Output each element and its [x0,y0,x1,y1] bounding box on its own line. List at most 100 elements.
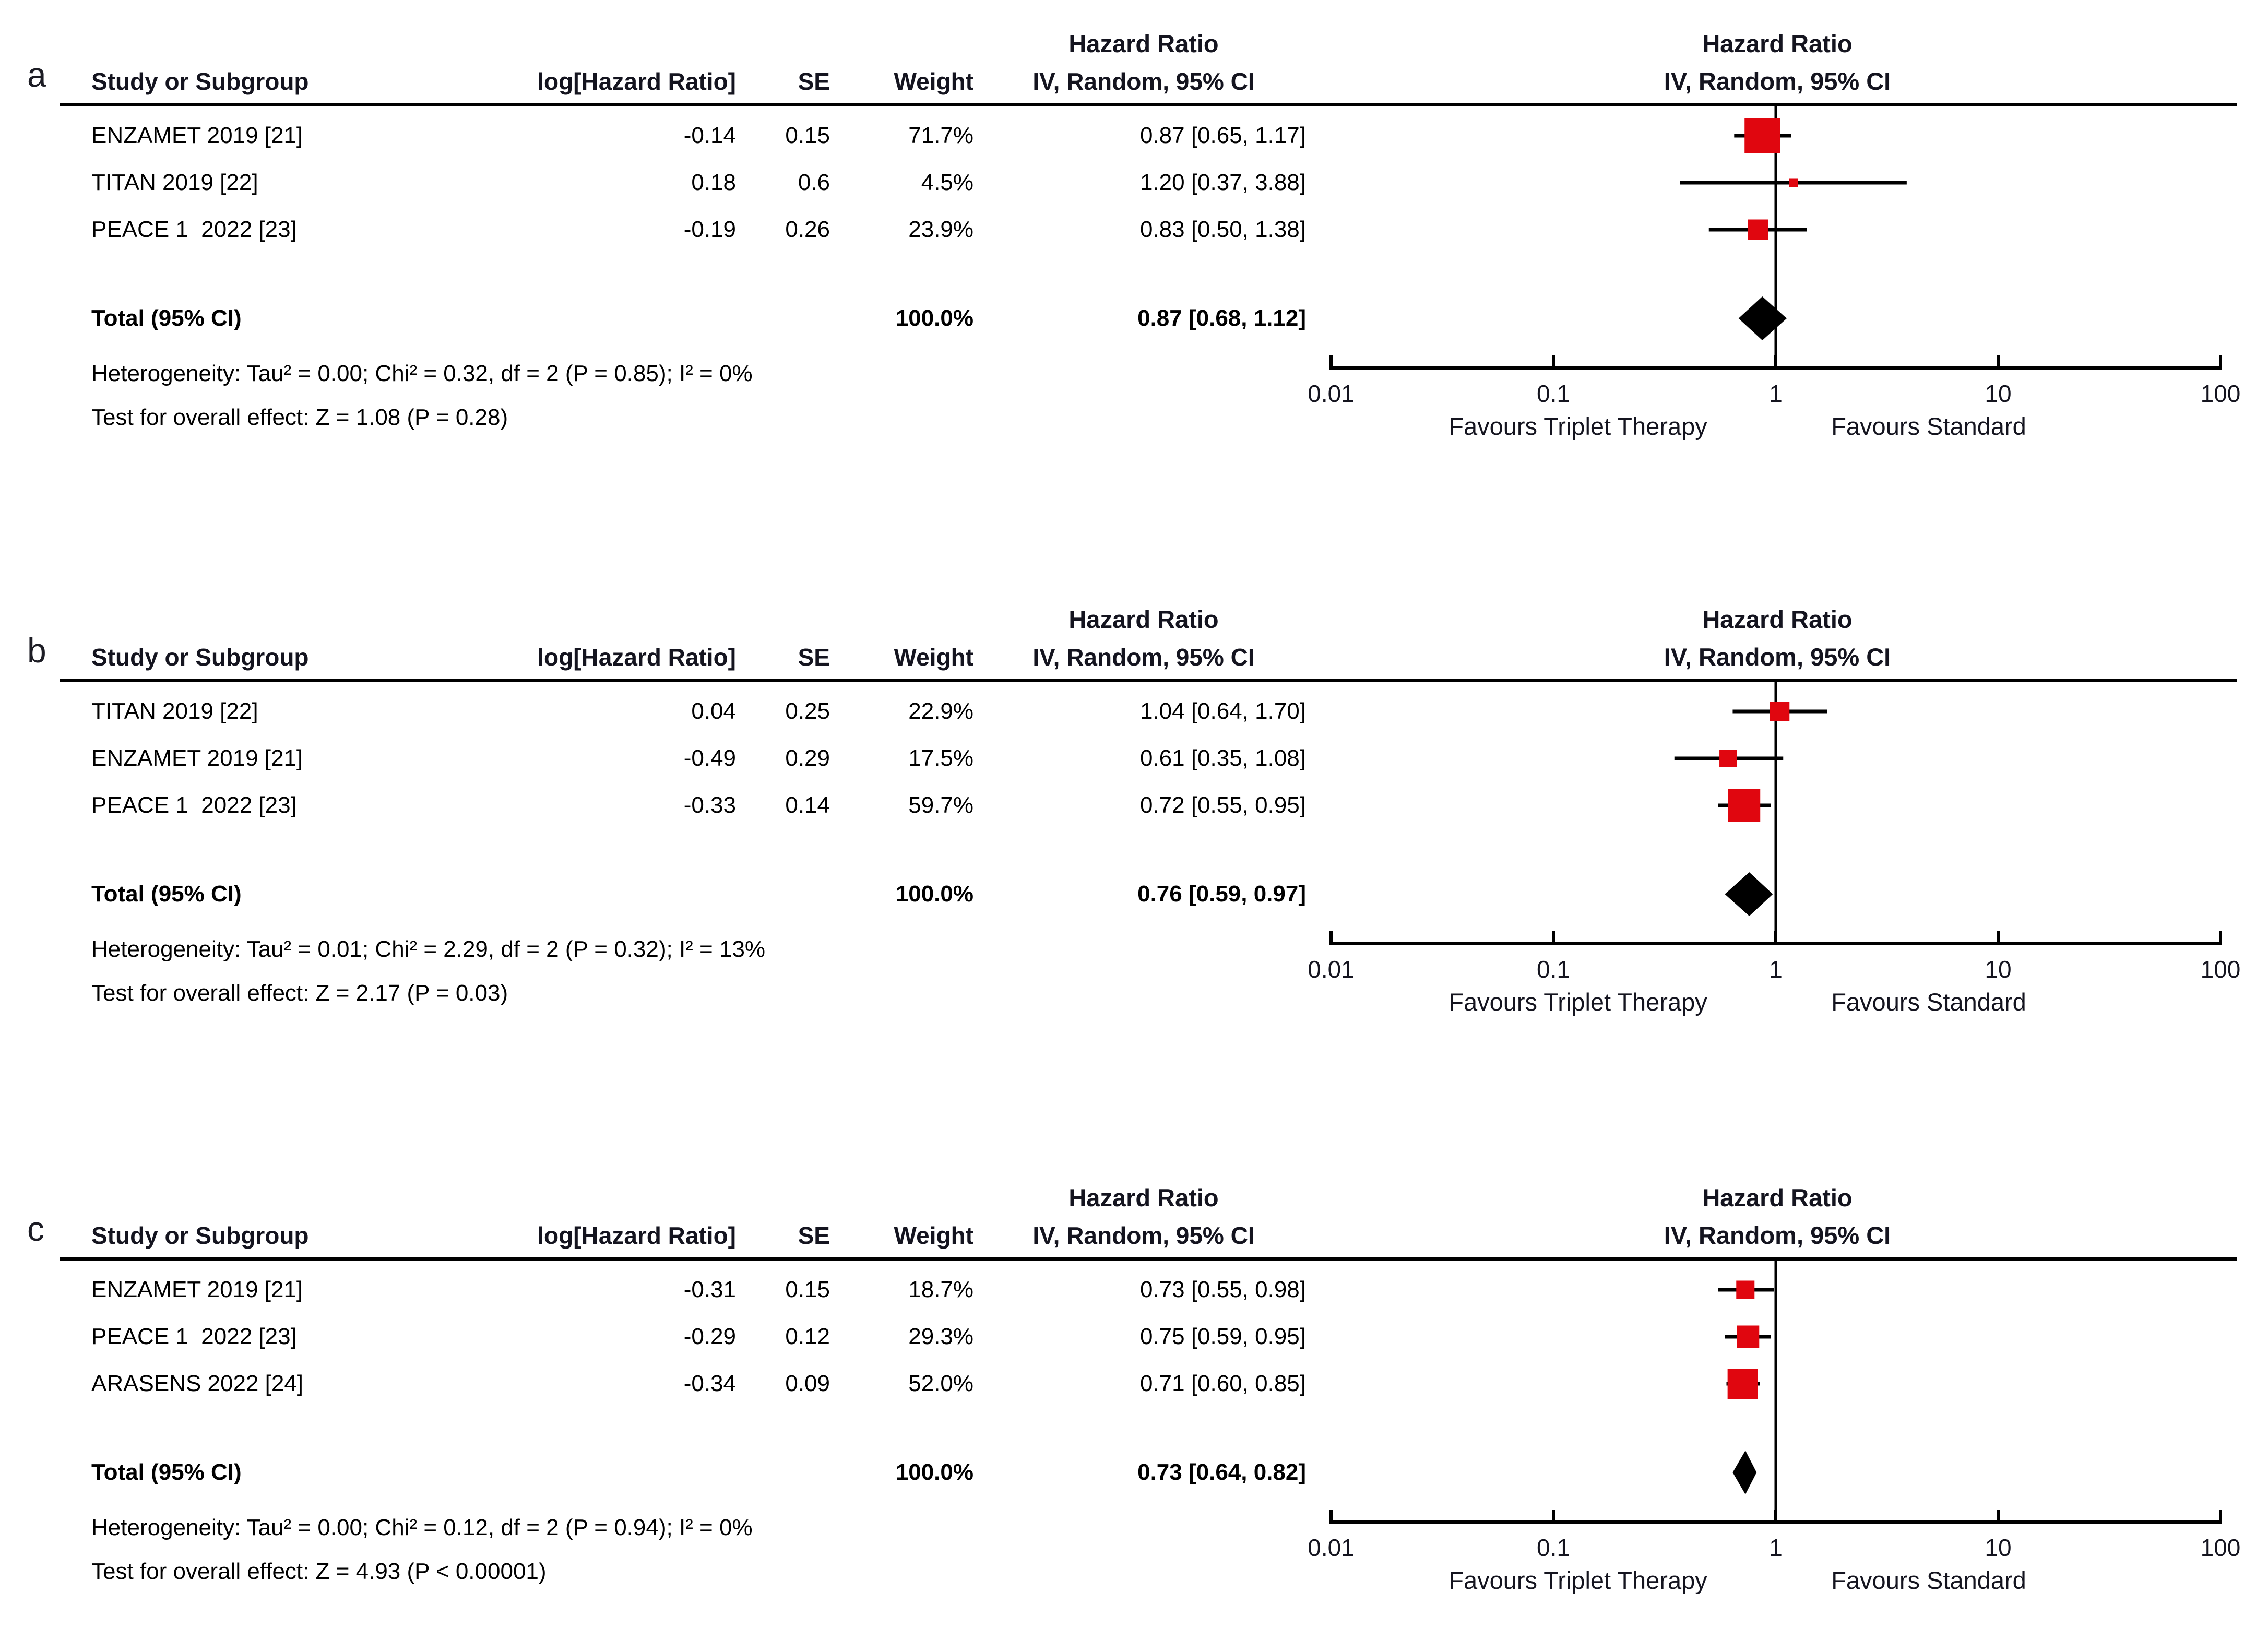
column-header-weight: Weight [894,644,973,671]
axis-tick-label: 1 [1769,380,1783,407]
axis-tick-label: 1 [1769,956,1783,983]
panel-b: b Hazard Ratio Hazard Ratio IV, Random, … [0,589,2268,1048]
study-se: 0.6 [798,170,830,195]
study-loghr: 0.18 [691,170,736,195]
total-ci: 0.73 [0.64, 0.82] [1137,1459,1306,1485]
forest-plot-canvas: 0.01 0.1 1 10 100 Favours Triplet Therapy Favo… [1308,1259,2241,1594]
study-loghr: -0.33 [683,792,736,818]
panel-label: c [27,1209,44,1248]
plot-method-subtitle: IV, Random, 95% CI [1664,1221,1891,1249]
study-name: ARASENS 2022 [24] [91,1371,304,1396]
favours-left-label: Favours Triplet Therapy [1448,1566,1707,1594]
axis-tick-label: 100 [2201,1534,2241,1561]
panel-c: c Hazard Ratio Hazard Ratio IV, Random, … [0,1167,2268,1626]
study-loghr: -0.49 [683,745,736,771]
plot-method-subtitle: IV, Random, 95% CI [1664,643,1891,671]
study-name: PEACE 1 2022 [23] [91,1324,297,1349]
axis-tick-label: 100 [2201,956,2241,983]
heterogeneity-text: Heterogeneity: Tau² = 0.00; Chi² = 0.32,… [91,361,753,386]
axis-tick-label: 0.1 [1537,956,1570,983]
overall-effect-text: Test for overall effect: Z = 1.08 (P = 0… [91,405,508,430]
axis-tick-label: 10 [1985,1534,2011,1561]
study-ci: 1.20 [0.37, 3.88] [1139,170,1306,195]
study-name: ENZAMET 2019 [21] [91,745,303,771]
total-label: Total (95% CI) [91,305,242,331]
study-weight: 18.7% [908,1277,973,1302]
column-header-se: SE [798,644,830,671]
effect-marker [1748,219,1768,240]
study-weight: 17.5% [908,745,973,771]
effect-marker [1789,178,1798,187]
header-divider [60,1257,2237,1261]
effect-marker [1728,789,1761,822]
header-divider [60,103,2237,106]
study-se: 0.09 [785,1371,830,1396]
study-weight: 23.9% [908,217,973,242]
study-name: PEACE 1 2022 [23] [91,792,297,818]
overall-effect-text: Test for overall effect: Z = 4.93 (P < 0… [91,1559,547,1584]
panel-label: a [27,55,46,94]
column-header-study: Study or Subgroup [91,68,309,95]
study-loghr: -0.34 [683,1371,736,1396]
column-header-weight: Weight [894,1222,973,1249]
study-ci: 0.83 [0.50, 1.38] [1139,217,1306,242]
study-ci: 0.75 [0.59, 0.95] [1139,1324,1306,1349]
study-se: 0.14 [785,792,830,818]
axis-tick-label: 0.1 [1537,380,1570,407]
column-header-weight: Weight [894,68,973,95]
column-header-se: SE [798,68,830,95]
total-weight: 100.0% [895,881,973,907]
study-se: 0.29 [785,745,830,771]
study-name: ENZAMET 2019 [21] [91,123,303,148]
axis-tick-label: 1 [1769,1534,1783,1561]
column-header-se: SE [798,1222,830,1249]
study-ci: 0.73 [0.55, 0.98] [1139,1277,1306,1302]
column-header-ci: IV, Random, 95% CI [1032,68,1255,95]
study-loghr: -0.29 [683,1324,736,1349]
table-hazard-ratio-title: Hazard Ratio [1068,30,1219,57]
total-ci: 0.87 [0.68, 1.12] [1137,305,1306,331]
study-se: 0.15 [785,1277,830,1302]
table-hazard-ratio-title: Hazard Ratio [1068,605,1219,633]
plot-hazard-ratio-title: Hazard Ratio [1702,605,1853,633]
effect-marker [1719,750,1737,767]
study-ci: 0.71 [0.60, 0.85] [1139,1371,1306,1396]
table-hazard-ratio-title: Hazard Ratio [1068,1184,1219,1211]
forest-plot-canvas: 0.01 0.1 1 10 100 Favours Triplet Therapy Favo… [1308,681,2241,1016]
column-header-study: Study or Subgroup [91,1222,309,1249]
column-header-loghr: log[Hazard Ratio] [537,644,736,671]
total-ci: 0.76 [0.59, 0.97] [1137,881,1306,907]
effect-marker [1770,702,1790,721]
effect-marker [1737,1325,1760,1348]
plot-method-subtitle: IV, Random, 95% CI [1664,67,1891,95]
favours-right-label: Favours Standard [1831,1566,2026,1594]
effect-marker [1736,1280,1755,1299]
total-diamond [1725,872,1773,916]
favours-right-label: Favours Standard [1831,988,2026,1016]
column-header-loghr: log[Hazard Ratio] [537,1222,736,1249]
axis-tick-label: 100 [2201,380,2241,407]
study-name: TITAN 2019 [22] [91,170,258,195]
study-weight: 59.7% [908,792,973,818]
plot-hazard-ratio-title: Hazard Ratio [1702,1184,1853,1211]
effect-marker [1727,1369,1758,1399]
total-weight: 100.0% [895,305,973,331]
favours-left-label: Favours Triplet Therapy [1448,988,1707,1016]
column-header-loghr: log[Hazard Ratio] [537,68,736,95]
study-weight: 71.7% [908,123,973,148]
study-ci: 0.87 [0.65, 1.17] [1139,123,1306,148]
axis-tick-label: 0.01 [1308,1534,1355,1561]
panel-label: b [27,631,46,670]
study-loghr: -0.19 [683,217,736,242]
study-name: ENZAMET 2019 [21] [91,1277,303,1302]
axis-tick-label: 0.01 [1308,956,1355,983]
axis-tick-label: 0.1 [1537,1534,1570,1561]
study-se: 0.15 [785,123,830,148]
panel-a: a Hazard Ratio Hazard Ratio IV, Random, … [0,13,2268,472]
overall-effect-text: Test for overall effect: Z = 2.17 (P = 0… [91,980,508,1006]
study-se: 0.12 [785,1324,830,1349]
study-loghr: 0.04 [691,698,736,724]
study-se: 0.25 [785,698,830,724]
total-weight: 100.0% [895,1459,973,1485]
